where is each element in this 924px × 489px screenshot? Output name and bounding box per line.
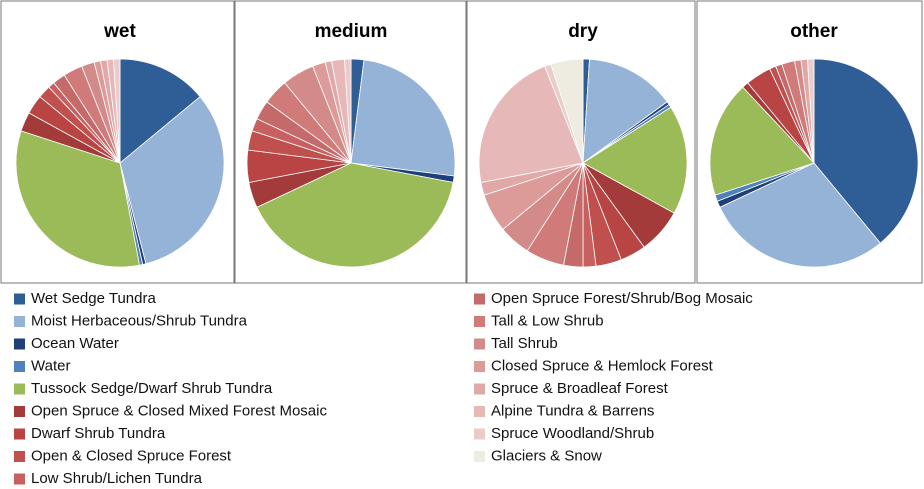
- legend-label: Open & Closed Spruce Forest: [31, 447, 232, 464]
- pie-slice: [256, 162, 454, 268]
- legend-label: Open Spruce & Closed Mixed Forest Mosaic: [31, 402, 327, 419]
- legend-label: Wet Sedge Tundra: [31, 290, 156, 307]
- panel: [0, 0, 235, 284]
- pie-slice: [15, 130, 140, 268]
- panel: [466, 0, 696, 284]
- pie-slice: [807, 58, 815, 164]
- pie-slice: [350, 59, 456, 177]
- legend-swatch: [474, 383, 485, 395]
- legend-swatch: [14, 361, 25, 372]
- legend-label: Glaciers & Snow: [491, 447, 602, 464]
- legend-swatch: [474, 316, 485, 327]
- chart-title: dry: [568, 21, 598, 42]
- pie-slice: [344, 58, 352, 164]
- legend-swatch: [14, 451, 25, 462]
- legend-swatch: [14, 406, 25, 417]
- panel: [696, 0, 923, 284]
- legend-label: Spruce & Broadleaf Forest: [491, 380, 669, 397]
- legend-label: Tussock Sedge/Dwarf Shrub Tundra: [31, 380, 273, 397]
- legend-label: Moist Herbaceous/Shrub Tundra: [31, 312, 248, 329]
- pie-slice: [709, 86, 815, 196]
- legend-swatch: [474, 428, 485, 440]
- legend-swatch: [474, 293, 485, 305]
- pie-slice: [582, 106, 688, 214]
- legend-label: Open Spruce Forest/Shrub/Bog Mosaic: [491, 290, 753, 307]
- legend-label: Dwarf Shrub Tundra: [31, 425, 166, 442]
- legend-swatch: [474, 406, 485, 417]
- legend-swatch: [14, 293, 25, 305]
- pie-slice: [719, 162, 881, 268]
- legend-label: Closed Spruce & Hemlock Forest: [491, 357, 714, 374]
- pie-slice: [550, 58, 584, 164]
- legend-label: Low Shrub/Lichen Tundra: [31, 470, 203, 487]
- pie-slice: [113, 58, 121, 164]
- pie-slice: [478, 65, 584, 183]
- legend-swatch: [474, 338, 485, 350]
- legend-swatch: [474, 451, 485, 462]
- legend-swatch: [14, 383, 25, 395]
- legend-swatch: [14, 338, 25, 350]
- legend-label: Spruce Woodland/Shrub: [491, 425, 654, 442]
- chart-title: wet: [103, 21, 136, 42]
- legend-label: Tall & Low Shrub: [491, 312, 604, 329]
- legend-swatch: [14, 473, 25, 485]
- chart-title: medium: [315, 21, 388, 42]
- chart-title: other: [790, 21, 838, 42]
- legend-label: Ocean Water: [31, 335, 119, 352]
- legend-swatch: [14, 428, 25, 440]
- pie-slice: [119, 96, 225, 265]
- legend-swatch: [474, 361, 485, 372]
- panel: [234, 0, 467, 284]
- pie-slice: [582, 58, 668, 164]
- legend-label: Water: [31, 357, 70, 374]
- pie-slice: [119, 58, 201, 164]
- legend-label: Tall Shrub: [491, 335, 558, 352]
- pie-slice: [813, 58, 919, 244]
- legend-swatch: [14, 316, 25, 327]
- legend-label: Alpine Tundra & Barrens: [491, 402, 654, 419]
